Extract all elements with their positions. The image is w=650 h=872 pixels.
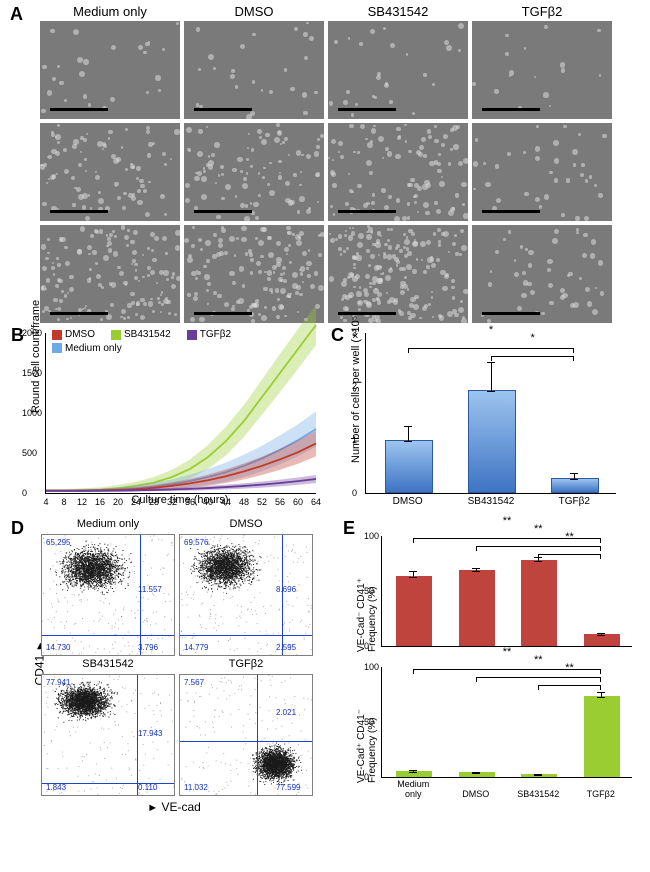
microscopy-image xyxy=(328,21,468,119)
facs-title: DMSO xyxy=(177,518,315,530)
panel-e: E VE-Cad⁻ CD41⁺Frequency (%)050100******… xyxy=(341,518,641,798)
xtick-label: TGFβ2 xyxy=(587,790,615,799)
facs-title: SB431542 xyxy=(39,658,177,670)
bar xyxy=(521,560,557,646)
xtick-label: DMSO xyxy=(393,496,423,507)
quadrant-value: 8.696 xyxy=(276,585,296,594)
panel-d-grid: Medium only 65.295 11.557 14.730 3.796 DMSO 69… xyxy=(39,518,321,798)
microscopy-image xyxy=(184,225,324,323)
facs-title: Medium only xyxy=(39,518,177,530)
panel-c-plot: Number of cells per well (×10⁵) 0123DMSO… xyxy=(365,333,616,494)
facs-title: TGFβ2 xyxy=(177,658,315,670)
microscopy-image xyxy=(328,123,468,221)
bar xyxy=(584,696,620,777)
figure: A Medium only DMSO SB431542 TGFβ2 24h48h… xyxy=(0,0,650,824)
col-header: SB431542 xyxy=(328,4,468,19)
scale-bar xyxy=(50,312,108,315)
scale-bar xyxy=(194,312,252,315)
microscopy-image xyxy=(472,21,612,119)
panel-d-xlabel: ► VE-cad xyxy=(39,800,309,814)
scale-bar xyxy=(194,210,252,213)
quadrant-value: 14.730 xyxy=(46,643,70,652)
microscopy-image xyxy=(40,225,180,323)
panel-b-plot: DMSOSB431542TGFβ2Medium only Round cell … xyxy=(45,333,316,494)
col-header: TGFβ2 xyxy=(472,4,612,19)
scale-bar xyxy=(482,108,540,111)
panel-a-grid: 24h48h60h xyxy=(40,21,640,323)
microscopy-image xyxy=(472,225,612,323)
xtick-label: SB431542 xyxy=(517,790,559,799)
facs-plot: 65.295 11.557 14.730 3.796 xyxy=(41,534,175,656)
scale-bar xyxy=(482,210,540,213)
panel-d-label: D xyxy=(11,518,24,539)
panel-a-row: 48h xyxy=(40,123,640,221)
xtick-label: SB431542 xyxy=(468,496,515,507)
microscopy-image xyxy=(40,21,180,119)
quadrant-value: 69.576 xyxy=(184,538,208,547)
scale-bar xyxy=(194,108,252,111)
microscopy-image xyxy=(184,123,324,221)
panel-d: D CD41 ► Medium only65.29511.55714.7303.… xyxy=(11,518,321,814)
bar xyxy=(551,478,599,493)
quadrant-value: 2.595 xyxy=(276,643,296,652)
panel-b-svg xyxy=(46,333,316,493)
bar xyxy=(385,440,433,493)
label-text: VE-cad xyxy=(161,800,200,814)
scale-bar xyxy=(338,312,396,315)
quadrant-value: 0.110 xyxy=(138,783,157,792)
panel-e-label: E xyxy=(343,518,355,539)
facs-plot: 69.576 8.696 14.779 2.595 xyxy=(179,534,313,656)
panel-c-label: C xyxy=(331,325,344,346)
col-header: Medium only xyxy=(40,4,180,19)
quadrant-value: 3.796 xyxy=(138,643,158,652)
microscopy-image xyxy=(184,21,324,119)
quadrant-value: 11.032 xyxy=(184,783,208,792)
quadrant-value: 7.567 xyxy=(184,678,204,687)
panel-a-row: 24h xyxy=(40,21,640,119)
panel-a-col-headers: Medium only DMSO SB431542 TGFβ2 xyxy=(40,4,640,19)
microscopy-image xyxy=(328,225,468,323)
xtick-label: DMSO xyxy=(462,790,489,799)
quadrant-value: 77.941 xyxy=(46,678,70,687)
quadrant-value: 77.599 xyxy=(276,783,300,792)
row-de: D CD41 ► Medium only65.29511.55714.7303.… xyxy=(5,506,645,814)
panel-b: B DMSOSB431542TGFβ2Medium only Round cel… xyxy=(11,329,311,506)
row-bc: B DMSOSB431542TGFβ2Medium only Round cel… xyxy=(5,329,645,506)
bar xyxy=(459,570,495,646)
panel-a: A Medium only DMSO SB431542 TGFβ2 24h48h… xyxy=(10,4,640,323)
quadrant-value: 17.943 xyxy=(138,729,162,738)
scale-bar xyxy=(338,108,396,111)
microscopy-image xyxy=(40,123,180,221)
panel-e-sub1: VE-Cad⁻ CD41⁺Frequency (%)050100****** xyxy=(381,536,632,647)
facs-plot: 7.567 2.021 11.032 77.599 xyxy=(179,674,313,796)
xtick-label: TGFβ2 xyxy=(559,496,590,507)
quadrant-value: 14.779 xyxy=(184,643,208,652)
quadrant-value: 1.843 xyxy=(46,783,66,792)
bar xyxy=(468,390,516,493)
panel-c: C Number of cells per well (×10⁵) 0123DM… xyxy=(331,329,631,494)
quadrant-value: 11.557 xyxy=(138,585,162,594)
facs-plot: 77.941 17.943 1.843 0.110 xyxy=(41,674,175,796)
quadrant-value: 2.021 xyxy=(276,708,296,717)
col-header: DMSO xyxy=(184,4,324,19)
panel-a-row: 60h xyxy=(40,225,640,323)
panel-a-label: A xyxy=(10,4,23,25)
scale-bar xyxy=(482,312,540,315)
bar xyxy=(396,576,432,646)
panel-e-sub2: VE-Cad⁺ CD41⁻Frequency (%)050100Mediumon… xyxy=(381,667,632,778)
scale-bar xyxy=(50,108,108,111)
panel-b-ylabel: Round cell count/frame xyxy=(30,300,42,413)
scale-bar xyxy=(50,210,108,213)
quadrant-value: 65.295 xyxy=(46,538,70,547)
microscopy-image xyxy=(472,123,612,221)
scale-bar xyxy=(338,210,396,213)
arrow-icon: ► xyxy=(147,802,158,814)
xtick-label: Mediumonly xyxy=(397,780,429,799)
